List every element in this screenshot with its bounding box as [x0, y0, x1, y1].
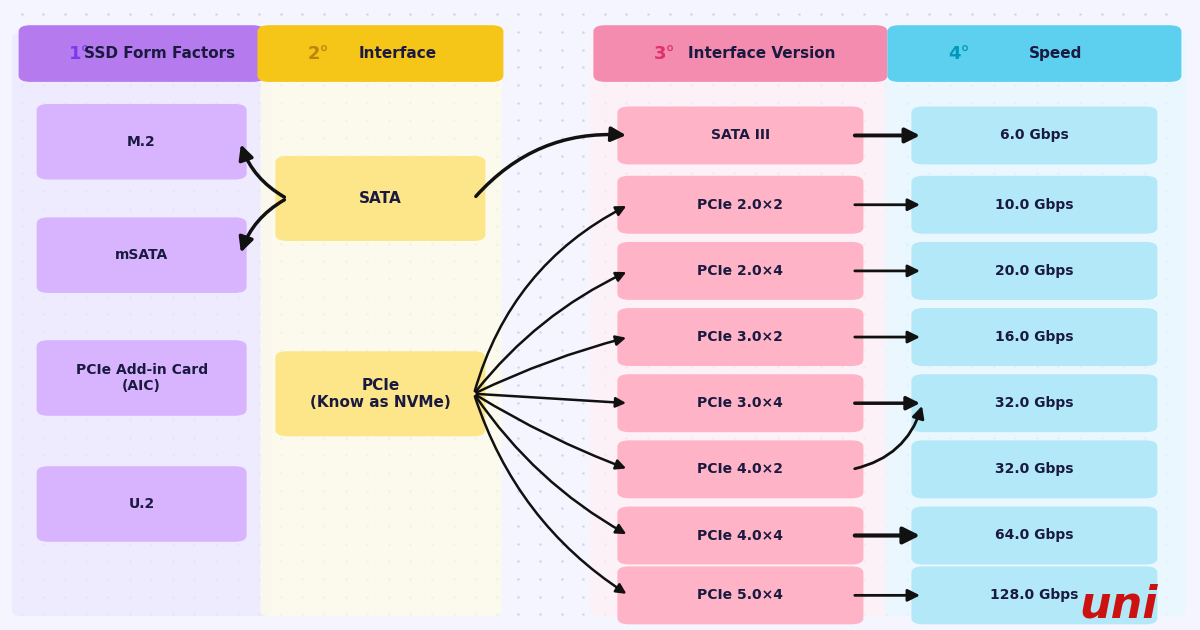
FancyBboxPatch shape — [257, 25, 504, 82]
Text: PCIe 4.0×2: PCIe 4.0×2 — [697, 462, 784, 476]
FancyBboxPatch shape — [36, 466, 247, 542]
FancyBboxPatch shape — [912, 507, 1157, 564]
Text: Speed: Speed — [1030, 46, 1082, 61]
Text: PCIe
(Know as NVMe): PCIe (Know as NVMe) — [310, 377, 451, 410]
Text: PCIe Add-in Card
(AIC): PCIe Add-in Card (AIC) — [76, 363, 208, 393]
FancyBboxPatch shape — [912, 242, 1157, 300]
FancyBboxPatch shape — [36, 104, 247, 180]
FancyBboxPatch shape — [618, 566, 863, 624]
FancyBboxPatch shape — [888, 25, 1181, 82]
Text: 32.0 Gbps: 32.0 Gbps — [995, 396, 1074, 410]
FancyBboxPatch shape — [912, 566, 1157, 624]
Text: M.2: M.2 — [127, 135, 156, 149]
Text: Interface: Interface — [359, 46, 437, 61]
FancyBboxPatch shape — [12, 33, 271, 616]
FancyBboxPatch shape — [618, 242, 863, 300]
Text: SSD Form Factors: SSD Form Factors — [84, 46, 235, 61]
FancyBboxPatch shape — [590, 33, 892, 616]
Text: PCIe 3.0×2: PCIe 3.0×2 — [697, 330, 784, 344]
FancyBboxPatch shape — [276, 156, 485, 241]
Text: PCIe 2.0×4: PCIe 2.0×4 — [697, 264, 784, 278]
Text: 128.0 Gbps: 128.0 Gbps — [990, 588, 1079, 602]
FancyBboxPatch shape — [912, 176, 1157, 234]
Text: Interface Version: Interface Version — [689, 46, 835, 61]
Text: mSATA: mSATA — [115, 248, 168, 262]
Text: 20.0 Gbps: 20.0 Gbps — [995, 264, 1074, 278]
FancyBboxPatch shape — [593, 25, 888, 82]
Text: SATA: SATA — [359, 191, 402, 206]
Text: PCIe 3.0×4: PCIe 3.0×4 — [697, 396, 784, 410]
Text: 32.0 Gbps: 32.0 Gbps — [995, 462, 1074, 476]
FancyBboxPatch shape — [618, 106, 863, 164]
FancyBboxPatch shape — [36, 340, 247, 416]
FancyBboxPatch shape — [884, 33, 1186, 616]
FancyBboxPatch shape — [276, 352, 485, 436]
Text: uni: uni — [1080, 583, 1158, 626]
FancyBboxPatch shape — [618, 308, 863, 366]
Text: 6.0 Gbps: 6.0 Gbps — [1000, 129, 1069, 142]
Text: 3°: 3° — [654, 45, 676, 62]
FancyBboxPatch shape — [36, 217, 247, 293]
Text: PCIe 5.0×4: PCIe 5.0×4 — [697, 588, 784, 602]
FancyBboxPatch shape — [912, 106, 1157, 164]
Text: U.2: U.2 — [128, 497, 155, 511]
Text: 16.0 Gbps: 16.0 Gbps — [995, 330, 1074, 344]
FancyBboxPatch shape — [618, 440, 863, 498]
Text: 2°: 2° — [307, 45, 329, 62]
Text: 10.0 Gbps: 10.0 Gbps — [995, 198, 1074, 212]
Text: PCIe 2.0×2: PCIe 2.0×2 — [697, 198, 784, 212]
FancyBboxPatch shape — [618, 507, 863, 564]
FancyBboxPatch shape — [618, 176, 863, 234]
Text: 64.0 Gbps: 64.0 Gbps — [995, 529, 1074, 542]
Text: 4°: 4° — [948, 45, 970, 62]
FancyBboxPatch shape — [618, 374, 863, 432]
FancyBboxPatch shape — [260, 33, 502, 616]
FancyBboxPatch shape — [912, 308, 1157, 366]
FancyBboxPatch shape — [912, 374, 1157, 432]
Text: PCIe 4.0×4: PCIe 4.0×4 — [697, 529, 784, 542]
FancyBboxPatch shape — [912, 440, 1157, 498]
Text: 1°: 1° — [68, 45, 90, 62]
Text: SATA III: SATA III — [710, 129, 770, 142]
FancyBboxPatch shape — [18, 25, 264, 82]
